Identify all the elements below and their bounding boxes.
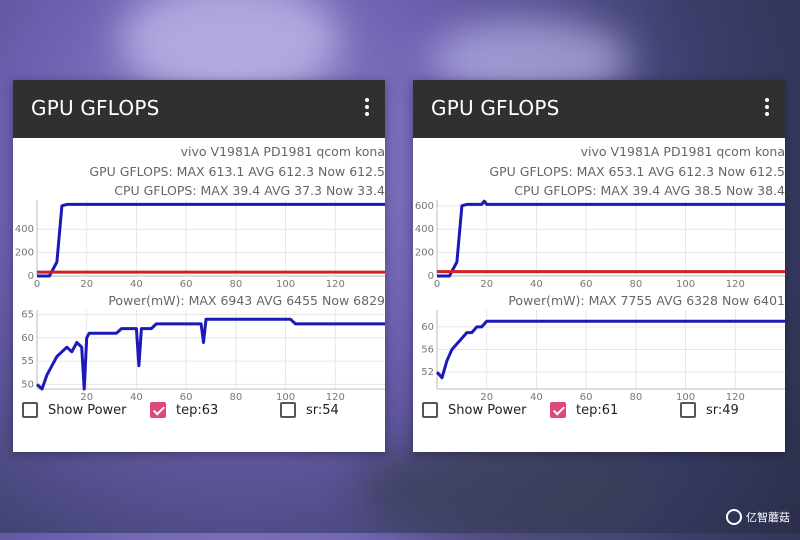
x-tick-label: 80 xyxy=(629,279,642,288)
chart-controls: Show Power tep:61 sr:49 xyxy=(413,402,785,426)
x-tick-label: 100 xyxy=(676,392,695,401)
app-title: GPU GFLOPS xyxy=(31,96,160,120)
y-tick-label: 200 xyxy=(415,248,434,259)
y-tick-label: 52 xyxy=(421,367,434,378)
x-tick-label: 20 xyxy=(480,279,493,288)
y-tick-label: 65 xyxy=(21,310,34,321)
y-tick-label: 0 xyxy=(28,271,34,282)
app-bar: GPU GFLOPS xyxy=(13,80,385,138)
tep-label: tep:61 xyxy=(576,402,619,418)
tep-label: tep:63 xyxy=(176,402,219,418)
checkbox-box[interactable] xyxy=(150,402,166,418)
power-stats: Power(mW): MAX 6943 AVG 6455 Now 6829 xyxy=(108,293,385,308)
x-tick-label: 0 xyxy=(34,279,40,288)
x-tick-label: 100 xyxy=(276,392,295,401)
y-tick-label: 400 xyxy=(15,224,34,235)
show-power-label: Show Power xyxy=(48,402,127,418)
x-tick-label: 120 xyxy=(726,279,745,288)
x-tick-label: 0 xyxy=(434,279,440,288)
x-tick-label: 60 xyxy=(180,392,193,401)
x-tick-label: 100 xyxy=(676,279,695,288)
x-tick-label: 40 xyxy=(530,279,543,288)
x-tick-label: 20 xyxy=(80,279,93,288)
y-tick-label: 0 xyxy=(428,271,434,282)
power-stats: Power(mW): MAX 7755 AVG 6328 Now 6401 xyxy=(508,293,785,308)
checkbox-box[interactable] xyxy=(422,402,438,418)
x-tick-label: 60 xyxy=(180,279,193,288)
device-info: vivo V1981A PD1981 qcom kona xyxy=(580,144,785,159)
mushroom-logo-icon xyxy=(726,509,742,525)
series-line-gpu xyxy=(37,202,385,278)
chart-controls: Show Power tep:63 sr:54 xyxy=(13,402,385,426)
app-title: GPU GFLOPS xyxy=(431,96,560,120)
more-options-icon[interactable] xyxy=(363,96,371,120)
checkbox-box[interactable] xyxy=(22,402,38,418)
gpu-stats: GPU GFLOPS: MAX 653.1 AVG 612.3 Now 612.… xyxy=(489,164,785,179)
x-tick-label: 120 xyxy=(326,279,345,288)
temperature-chart: 50 55 60 65 20 40 60 80 100 120 xyxy=(21,310,385,401)
x-tick-label: 120 xyxy=(726,392,745,401)
y-tick-label: 200 xyxy=(15,248,34,259)
sr-checkbox[interactable]: sr:49 xyxy=(680,402,739,418)
x-tick-label: 60 xyxy=(580,392,593,401)
x-tick-label: 60 xyxy=(580,279,593,288)
y-tick-label: 50 xyxy=(21,379,34,390)
tep-checkbox[interactable]: tep:61 xyxy=(550,402,618,418)
device-info: vivo V1981A PD1981 qcom kona xyxy=(180,144,385,159)
show-power-label: Show Power xyxy=(448,402,527,418)
more-options-icon[interactable] xyxy=(763,96,771,120)
y-tick-label: 60 xyxy=(21,333,34,344)
x-tick-label: 40 xyxy=(530,392,543,401)
app-bar: GPU GFLOPS xyxy=(413,80,785,138)
y-tick-label: 60 xyxy=(421,322,434,333)
x-tick-label: 80 xyxy=(229,279,242,288)
series-line-gpu xyxy=(437,199,785,278)
checkbox-box[interactable] xyxy=(550,402,566,418)
checkbox-box[interactable] xyxy=(680,402,696,418)
cpu-stats: CPU GFLOPS: MAX 39.4 AVG 38.5 Now 38.4 xyxy=(514,183,785,198)
x-tick-label: 20 xyxy=(480,392,493,401)
series-line-temperature xyxy=(435,319,785,380)
sr-checkbox[interactable]: sr:54 xyxy=(280,402,339,418)
gpu-gflops-panel: GPU GFLOPS vivo V1981A PD1981 qcom kona … xyxy=(13,80,385,452)
y-tick-label: 400 xyxy=(415,224,434,235)
background-blob xyxy=(360,440,660,540)
watermark-text: 亿智蘑菇 xyxy=(746,511,790,524)
show-power-checkbox[interactable]: Show Power xyxy=(422,402,527,418)
x-tick-label: 40 xyxy=(130,279,143,288)
x-tick-label: 80 xyxy=(229,392,242,401)
gflops-chart: 0 200 400 600 0 20 40 60 80 100 120 xyxy=(415,199,785,288)
gpu-stats: GPU GFLOPS: MAX 613.1 AVG 612.3 Now 612.… xyxy=(89,164,385,179)
sr-label: sr:54 xyxy=(306,402,339,418)
checkbox-box[interactable] xyxy=(280,402,296,418)
y-tick-label: 55 xyxy=(21,356,34,367)
cpu-stats: CPU GFLOPS: MAX 39.4 AVG 37.3 Now 33.4 xyxy=(114,183,385,198)
x-tick-label: 120 xyxy=(326,392,345,401)
gflops-chart: 0 200 400 0 20 40 60 80 100 120 xyxy=(15,200,385,288)
series-line-temperature xyxy=(35,317,385,391)
y-tick-label: 600 xyxy=(415,201,434,212)
x-tick-label: 20 xyxy=(80,392,93,401)
temperature-chart: 52 56 60 20 40 60 80 100 120 xyxy=(421,310,785,401)
sr-label: sr:49 xyxy=(706,402,739,418)
watermark: 亿智蘑菇 xyxy=(726,509,790,525)
x-tick-label: 40 xyxy=(130,392,143,401)
x-tick-label: 100 xyxy=(276,279,295,288)
show-power-checkbox[interactable]: Show Power xyxy=(22,402,127,418)
gpu-gflops-panel: GPU GFLOPS vivo V1981A PD1981 qcom kona … xyxy=(413,80,785,452)
tep-checkbox[interactable]: tep:63 xyxy=(150,402,218,418)
x-tick-label: 80 xyxy=(629,392,642,401)
y-tick-label: 56 xyxy=(421,345,434,356)
